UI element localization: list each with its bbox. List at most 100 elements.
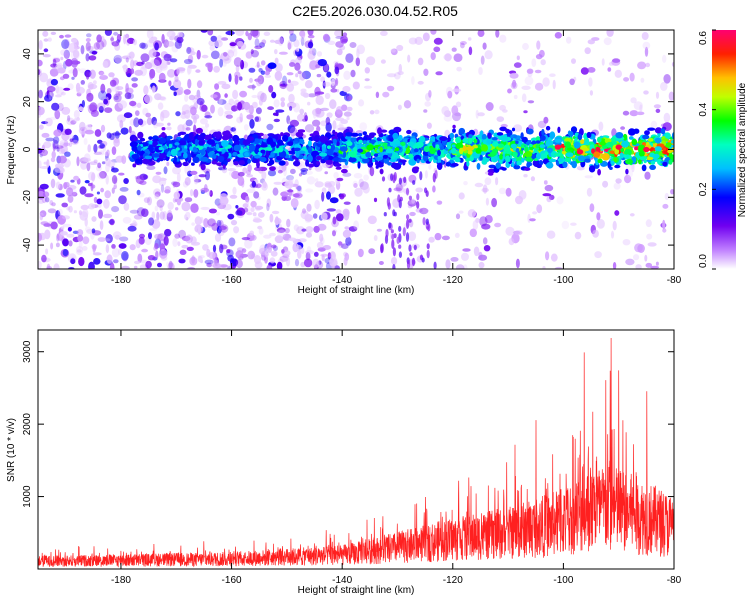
- spectrogram-noise-cell: [391, 233, 395, 240]
- spectrogram-noise-cell: [408, 199, 413, 205]
- spectrogram-noise-cell: [454, 112, 462, 117]
- spectrogram-noise-cell: [116, 33, 122, 43]
- spectrogram-noise-cell: [174, 75, 179, 83]
- spectrogram-noise-cell: [228, 98, 235, 106]
- spectrogram-noise-cell: [41, 132, 50, 138]
- spectrogram-noise-cell: [73, 210, 77, 214]
- spectrogram-band-cell: [132, 163, 137, 168]
- spectrogram-noise-cell: [369, 166, 375, 177]
- spectrogram-noise-cell: [82, 236, 90, 245]
- spectrogram-noise-cell: [133, 265, 138, 269]
- spectrogram-noise-cell: [556, 196, 564, 205]
- spectrogram-band-cell: [476, 162, 481, 170]
- spectrogram-noise-cell: [228, 73, 232, 83]
- spectrogram-noise-cell: [277, 37, 284, 46]
- spectrogram-noise-cell: [267, 169, 277, 177]
- spectrogram-noise-cell: [463, 264, 468, 269]
- spectrogram-band-cell: [158, 137, 167, 144]
- spectrogram-noise-cell: [127, 52, 133, 61]
- spectrogram-band-cell: [328, 155, 334, 161]
- spectrogram-band-cell: [346, 141, 353, 146]
- spectrogram-band-cell: [200, 156, 209, 162]
- spectrogram-band-cell: [614, 164, 621, 169]
- spectrogram-band-cell: [266, 147, 273, 151]
- spectrogram-band-cell: [339, 158, 348, 163]
- spectrogram-band-cell: [492, 141, 499, 147]
- spectrogram-noise-cell: [405, 232, 410, 242]
- spectrogram-band-cell: [437, 155, 442, 161]
- x-tick-label: -180: [111, 575, 131, 586]
- spectrogram-noise-cell: [655, 261, 659, 266]
- spectrogram-band-cell: [548, 158, 557, 163]
- spectrogram-noise-cell: [233, 57, 242, 67]
- spectrogram-noise-cell: [392, 247, 396, 257]
- spectrogram-noise-cell: [261, 39, 267, 45]
- spectrogram-noise-cell: [252, 212, 257, 217]
- spectrogram-noise-cell: [274, 235, 284, 244]
- spectrogram-noise-cell: [245, 195, 250, 203]
- spectrogram-noise-cell: [300, 88, 307, 93]
- y-tick-label: -40: [22, 237, 33, 252]
- spectrogram-noise-cell: [312, 119, 321, 127]
- spectrogram-band-cell: [451, 144, 456, 148]
- spectrogram-band-cell: [511, 157, 517, 162]
- spectrogram-noise-cell: [114, 54, 123, 64]
- spectrogram-noise-cell: [185, 119, 193, 127]
- spectrogram-band-cell: [613, 157, 618, 163]
- spectrogram-noise-cell: [571, 58, 576, 64]
- spectrogram-noise-cell: [540, 59, 546, 66]
- spectrogram-noise-cell: [339, 193, 345, 200]
- spectrogram-noise-cell: [477, 112, 485, 117]
- spectrogram-band-cell: [211, 160, 218, 165]
- spectrogram-noise-cell: [102, 60, 109, 68]
- spectrogram-noise-cell: [87, 82, 94, 90]
- spectrogram-noise-cell: [247, 250, 255, 260]
- spectrogram-noise-cell: [647, 242, 657, 247]
- spectrogram-x-ticks: -180 -160 -140 -120 -100 -80: [111, 30, 682, 286]
- spectrogram-band-cell: [468, 134, 473, 139]
- spectrogram-band-cell: [521, 136, 528, 143]
- spectrogram-noise-cell: [254, 38, 260, 48]
- spectrogram-noise-cell: [246, 169, 252, 176]
- spectrogram-band-cell: [362, 157, 370, 164]
- spectrogram-noise-cell: [433, 261, 437, 269]
- spectrogram-band-cell: [443, 149, 448, 155]
- spectrogram-noise-cell: [598, 121, 604, 131]
- spectrogram-band-cell: [238, 160, 246, 165]
- spectrogram-band-cell: [670, 140, 674, 144]
- spectrogram-noise-cell: [423, 68, 429, 77]
- spectrogram-noise-cell: [402, 227, 406, 237]
- spectrogram-noise-cell: [157, 96, 166, 101]
- spectrogram-noise-cell: [304, 115, 308, 122]
- spectrogram-band-cell: [203, 134, 212, 140]
- spectrogram-noise-cell: [153, 57, 162, 66]
- spectrogram-noise-cell: [279, 36, 284, 44]
- spectrogram-noise-cell: [72, 59, 78, 65]
- spectrogram-noise-cell: [55, 84, 60, 94]
- spectrogram-noise-cell: [215, 211, 220, 216]
- spectrogram-noise-cell: [151, 116, 157, 126]
- spectrogram-band-cell: [523, 167, 531, 171]
- spectrogram-noise-cell: [80, 204, 90, 211]
- spectrogram-noise-cell: [97, 171, 106, 180]
- spectrogram-band-cell: [192, 146, 197, 153]
- spectrogram-noise-cell: [80, 160, 88, 170]
- spectrogram-noise-cell: [235, 210, 243, 216]
- spectrogram-noise-cell: [398, 251, 402, 258]
- spectrogram-band-cell: [172, 139, 176, 147]
- spectrogram-noise-cell: [78, 256, 85, 267]
- spectrogram-noise-cell: [307, 93, 317, 98]
- spectrogram-band-cell: [413, 148, 419, 153]
- spectrogram-noise-cell: [212, 263, 222, 269]
- spectrogram-noise-cell: [255, 107, 262, 115]
- spectrogram-noise-cell: [335, 78, 339, 86]
- spectrogram-band-cell: [515, 140, 519, 144]
- spectrogram-noise-cell: [412, 180, 416, 185]
- spectrogram-band-cell: [316, 161, 320, 165]
- colorbar-label: Normalized spectral amplitude: [737, 82, 748, 217]
- spectrogram-noise-cell: [416, 193, 420, 201]
- spectrogram-noise-cell: [135, 175, 145, 185]
- spectrogram-noise-cell: [78, 240, 83, 249]
- spectrogram-noise-cell: [314, 199, 320, 210]
- spectrogram-noise-cell: [154, 42, 160, 51]
